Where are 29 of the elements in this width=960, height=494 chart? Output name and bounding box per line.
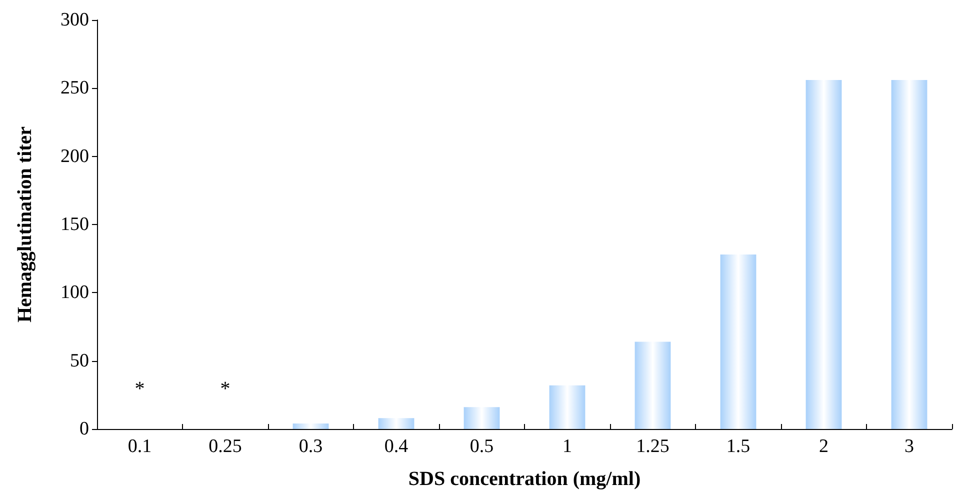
data-label: * — [220, 378, 230, 400]
x-tick-label: 0.1 — [128, 436, 152, 457]
y-tick-label: 100 — [60, 282, 89, 304]
bar — [891, 80, 928, 429]
bar — [806, 80, 842, 429]
x-tick-label: 1 — [562, 436, 572, 457]
bar — [464, 407, 500, 429]
x-tick-label: 1.5 — [726, 436, 750, 457]
y-tick-label: 300 — [60, 10, 89, 30]
x-tick-label: 0.5 — [470, 436, 494, 457]
bar — [720, 254, 756, 429]
bar — [549, 385, 586, 429]
y-tick-label: 250 — [60, 78, 89, 99]
x-tick-label: 3 — [904, 436, 914, 457]
y-tick-label: 200 — [60, 146, 89, 167]
x-tick-label: 0.4 — [384, 436, 409, 457]
x-axis-title: SDS concentration (mg/ml) — [408, 468, 641, 490]
y-tick-label: 50 — [70, 350, 89, 372]
y-tick-label: 150 — [60, 214, 89, 235]
data-label: * — [134, 378, 145, 400]
x-tick-label: 0.25 — [208, 436, 242, 457]
x-tick-label: 0.3 — [298, 436, 323, 457]
x-tick-label: 2 — [819, 436, 828, 457]
bar — [292, 424, 329, 429]
y-axis-title: Hemagglutination titer — [14, 126, 36, 323]
bar — [378, 418, 414, 429]
y-tick-label: 0 — [80, 418, 89, 440]
x-tick-label: 1.25 — [636, 436, 670, 457]
bar — [634, 342, 671, 429]
